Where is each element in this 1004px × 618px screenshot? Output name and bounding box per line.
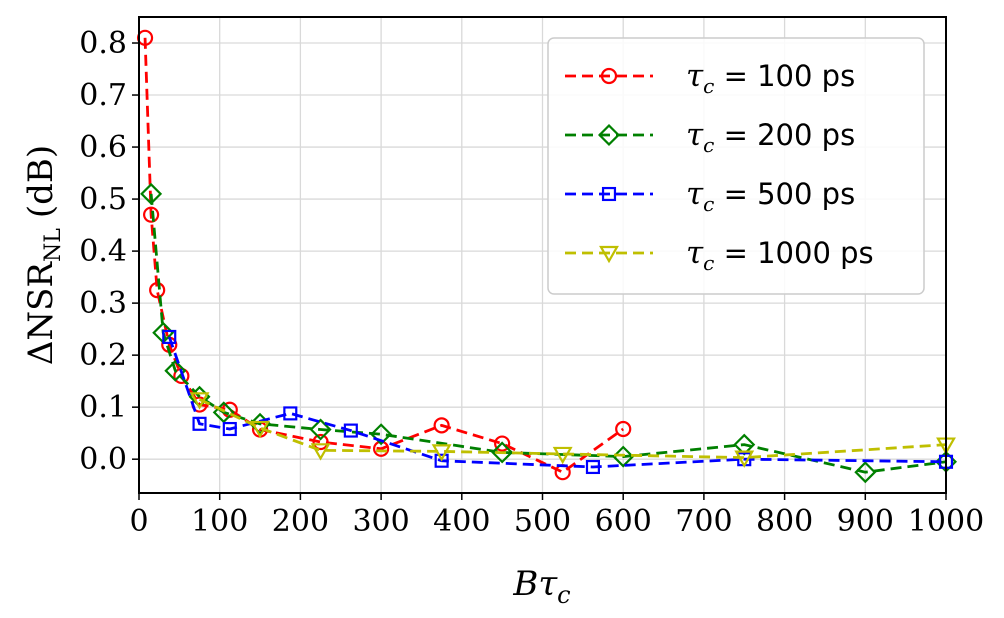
series-marker [149,282,166,299]
series-marker [494,435,511,452]
series-group [140,182,958,484]
x-tick-label: 0 [129,504,148,539]
x-tick-label: 800 [756,504,813,539]
ticks: 0 100 200 300 400 500 600 700 800 900 1000 0.0 0.1 0.… [79,26,984,539]
series-marker [585,459,600,475]
series-marker [222,421,237,437]
series-marker [343,423,358,438]
series-marker [612,445,635,468]
x-tick-label: 1000 [908,504,984,539]
y-axis-label-main: ΔNSR [21,261,61,366]
x-tick-label: 200 [272,504,329,539]
series-marker [734,450,755,468]
legend-subscript: c [703,192,714,216]
legend-text-rest: = 200 ps [714,118,855,152]
y-axis-label-unit: (dB) [21,145,61,218]
series-marker [189,392,210,410]
y-tick-label: 0.3 [79,286,127,321]
y-tick-label: 0.7 [79,78,127,113]
series-marker [491,441,514,464]
series-marker [434,453,449,468]
y-tick-label: 0.2 [79,338,127,373]
legend-symbol: τ [686,235,704,271]
series-marker [310,443,331,461]
legend-label: τc = 500 ps [686,176,855,216]
legend-label: τc = 100 ps [686,58,855,98]
y-tick-label: 0.8 [79,26,127,61]
series-marker [164,359,187,382]
y-axis-label: ΔNSRNL (dB) [21,145,66,365]
legend-symbol: τ [686,117,704,153]
series-line [149,193,947,474]
x-tick-label: 100 [191,504,248,539]
x-tick-label: 400 [433,504,490,539]
legend-label: τc = 1000 ps [686,235,874,275]
series-marker [192,416,207,431]
series-marker [433,417,450,434]
series-marker [552,446,573,465]
legend-subscript: c [703,133,714,157]
series-marker [143,206,160,223]
y-tick-label: 0.0 [79,442,127,477]
legend-symbol: τ [686,58,704,94]
legend-subscript: c [703,251,714,275]
series-marker [370,423,393,446]
legend-text-rest: = 1000 ps [714,236,873,270]
x-tick-label: 700 [675,504,732,539]
x-tick-label: 600 [595,504,652,539]
legend-marker [599,245,619,264]
series-marker [283,406,298,421]
y-tick-label: 0.6 [79,130,127,165]
x-tick-label: 300 [352,504,409,539]
legend-text-rest: = 100 ps [714,59,855,93]
series-marker [615,420,632,438]
legend-box [547,37,925,295]
series-marker [250,420,270,439]
y-tick-label: 0.1 [79,390,127,425]
series-marker [309,418,332,441]
series-marker [854,461,877,484]
x-tick-label: 500 [514,504,571,539]
series-marker [312,433,329,451]
x-tick-label: 900 [837,504,894,539]
x-axis-label-main: Bτ [512,564,558,604]
legend-symbol: τ [686,176,704,212]
series-marker [162,329,177,344]
series-marker [431,444,452,462]
legend-marker [601,186,617,202]
series-marker [140,182,163,205]
y-tick-label: 0.4 [79,234,127,269]
x-axis-label-subscript: c [557,581,570,609]
series-line [167,336,947,469]
legend-subscript: c [703,74,714,98]
legend-marker [600,67,618,85]
y-tick-label: 0.5 [79,182,127,217]
legend-label: τc = 200 ps [686,117,855,157]
y-axis-label-subscript: NL [41,228,66,262]
series-layer [136,29,958,484]
legend-marker [597,123,621,147]
legend-text-rest: = 500 ps [714,177,855,211]
x-axis-label: Bτc [512,564,570,609]
